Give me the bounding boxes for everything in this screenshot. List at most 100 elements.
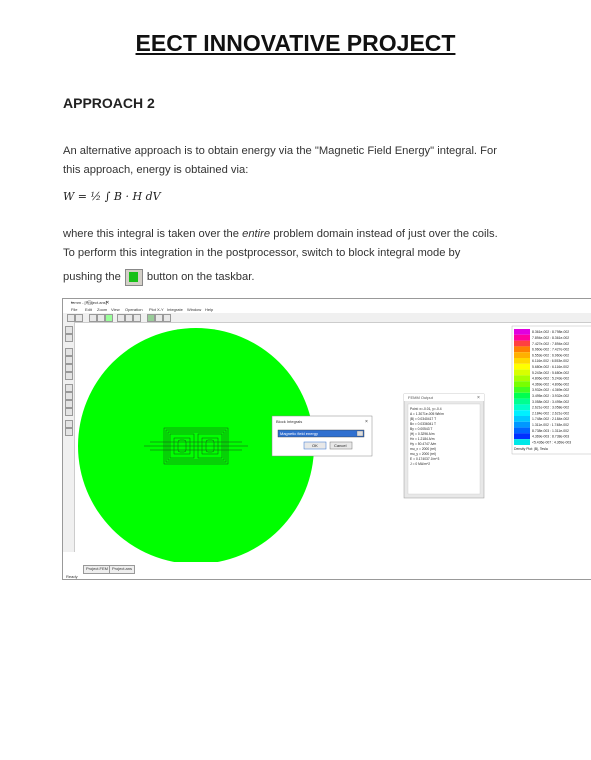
mesh-icon[interactable] [147, 314, 155, 322]
show-grid-icon[interactable] [65, 428, 73, 436]
block-integral-icon [124, 268, 143, 286]
circuit-props-icon[interactable] [65, 408, 73, 416]
legend-swatch [514, 369, 530, 376]
legend-swatch [514, 329, 530, 335]
legend-swatch [514, 358, 530, 364]
point-mode-icon[interactable] [89, 314, 97, 322]
arrow-icon[interactable] [163, 314, 171, 322]
zoom-out-icon[interactable] [65, 334, 73, 342]
zoom-icon[interactable] [133, 314, 141, 322]
density-legend: 8.361e-002 : 8.798e-002 7.894e-002 : 8.36… [511, 325, 591, 455]
plot-icon[interactable] [117, 314, 125, 322]
legend-entry: 6.553e-002 : 6.960e-002 [532, 353, 569, 357]
legend-swatch [514, 352, 530, 358]
legend-entry: 8.738e-003 : 1.311e-002 [532, 429, 569, 433]
close-icon[interactable]: × [365, 419, 368, 425]
status-bar: Ready [66, 574, 78, 579]
legend-swatch [514, 410, 530, 416]
cancel-button[interactable] [329, 441, 353, 450]
menu-file[interactable]: File [71, 307, 78, 312]
paragraph-intro-line1: An alternative approach is to obtain ene… [63, 145, 497, 157]
femm-output-title: FEMM Output [408, 395, 434, 400]
window-controls[interactable]: – ▢ ✕ [71, 300, 116, 306]
legend-swatch [514, 439, 530, 445]
block-mode-icon[interactable] [105, 314, 113, 322]
legend-entry: 4.369e-002 : 4.806e-002 [532, 382, 569, 386]
femm-window-title: femm - [Project.ans] [71, 300, 107, 305]
legend-swatch [514, 363, 530, 370]
contour-mode-icon[interactable] [97, 314, 105, 322]
zoom-all-icon[interactable] [65, 364, 73, 372]
ok-button[interactable] [303, 441, 327, 450]
integral-type-select[interactable] [277, 429, 365, 438]
save-icon[interactable] [75, 314, 83, 322]
legend-swatch [514, 433, 530, 440]
vector-plot-icon[interactable] [65, 400, 73, 408]
open-icon[interactable] [67, 314, 75, 322]
legend-entry: 6.960e-002 : 7.427e-002 [532, 348, 569, 352]
chevron-down-icon[interactable] [356, 430, 364, 437]
femm-output-line: Bx = 0.0336041 T [410, 422, 436, 426]
legend-entry: 6.116e-002 : 6.553e-002 [532, 359, 569, 363]
zoom-natural-icon[interactable] [65, 356, 73, 364]
menu-integrate[interactable]: Integrate [167, 307, 183, 312]
zoom-in-icon[interactable] [65, 326, 73, 334]
paragraph-postprocessor: To perform this integration in the postp… [63, 247, 461, 259]
legend-entry: 5.243e-002 : 5.680e-002 [532, 371, 569, 375]
tab-project-fem[interactable]: Project.FEM [83, 565, 112, 574]
legend-entry: 2.184e-002 : 2.621e-002 [532, 411, 569, 415]
section-heading: APPROACH 2 [63, 95, 155, 111]
femm-output-line: Point: x=-0.01, y=-0.4 [410, 407, 442, 411]
integral-type-value: Magnetic field energy [280, 431, 318, 436]
legend-swatch [514, 398, 530, 405]
menu-plot-xy[interactable]: Plot X-Y [149, 307, 164, 312]
paragraph-integral-em: entire [242, 228, 271, 240]
paragraph-button: pushing the button on the taskbar. [63, 268, 533, 287]
legend-swatch [514, 340, 530, 347]
tab-project-ans[interactable]: Project.ans [109, 565, 136, 574]
femm-canvas[interactable]: Block Integrals × Magnetic field energy … [74, 322, 591, 562]
close-icon[interactable]: × [477, 395, 480, 401]
density-plot-icon[interactable] [65, 392, 73, 400]
menu-window[interactable]: Window [187, 307, 202, 312]
legend-entry: 3.932e-002 : 4.369e-002 [532, 388, 569, 392]
legend-entry: 1.311e-002 : 1.748e-002 [532, 423, 569, 427]
legend-footer: Density Plot: |B|, Tesla [514, 447, 548, 451]
refresh-icon[interactable] [65, 372, 73, 380]
legend-swatch [514, 387, 530, 393]
femm-output-line: Hy = 50.4747 A/m [410, 442, 437, 446]
legend-swatch [514, 381, 530, 387]
block-integrals-title: Block Integrals [276, 419, 302, 424]
paragraph-button-post: button on the taskbar. [146, 271, 255, 283]
ok-button-label: OK [312, 443, 318, 448]
menu-edit[interactable]: Edit [85, 307, 92, 312]
problem-domain [78, 328, 314, 562]
femm-output-line: |B| = 0.0340417 T [410, 417, 436, 421]
legend-swatch [514, 416, 530, 422]
legend-entry: 3.058e-002 : 3.495e-002 [532, 400, 569, 404]
femm-output-line: E = 0.174037 J/m^3 [410, 457, 439, 461]
snap-grid-icon[interactable] [65, 420, 73, 428]
tab-project-fem-label: Project.FEM [86, 566, 109, 571]
femm-output-line: Hx = 1.2184 A/m [410, 437, 435, 441]
legend-swatch [514, 392, 530, 399]
legend-entry: 3.495e-002 : 3.932e-002 [532, 394, 569, 398]
paragraph-intro: An alternative approach is to obtain ene… [63, 142, 533, 180]
integrate-icon[interactable] [125, 314, 133, 322]
menu-zoom[interactable]: Zoom [97, 307, 108, 312]
zoom-window-icon[interactable] [65, 348, 73, 356]
legend-entry: 1.748e-002 : 2.184e-002 [532, 417, 569, 421]
legend-entry: 8.361e-002 : 8.798e-002 [532, 330, 569, 334]
menu-view[interactable]: View [111, 307, 120, 312]
legend-entry: 4.806e-002 : 5.243e-002 [532, 377, 569, 381]
legend-swatch [514, 334, 530, 341]
legend-entry: 2.621e-002 : 3.058e-002 [532, 406, 569, 410]
legend-entry: 4.369e-003 : 8.738e-003 [532, 435, 569, 439]
paragraph-integral-pre: where this integral is taken over the [63, 228, 243, 240]
paragraph-integral-post: problem domain instead of just over the … [270, 228, 498, 240]
contour-plot-icon[interactable] [65, 384, 73, 392]
menu-help[interactable]: Help [205, 307, 214, 312]
femm-output-line: mu_x = 2000 (rel) [410, 447, 436, 451]
grid-icon[interactable] [155, 314, 163, 322]
menu-operation[interactable]: Operation [125, 307, 143, 312]
